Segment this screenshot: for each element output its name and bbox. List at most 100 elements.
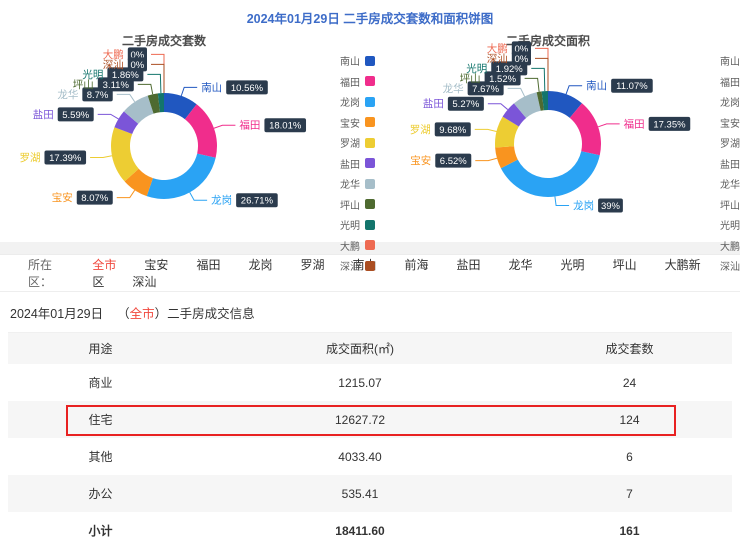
legend-item[interactable]: 光明: [318, 217, 375, 232]
pie-slice[interactable]: [548, 91, 582, 118]
pie-label-line: [565, 85, 583, 95]
paren-open: （: [117, 307, 130, 321]
table-header-row: 用途 成交面积(㎡) 成交套数: [8, 333, 732, 364]
filter-option[interactable]: 盐田: [456, 258, 481, 272]
legend-item[interactable]: 大鹏: [318, 238, 375, 253]
legend-item[interactable]: 龙岗: [318, 94, 375, 109]
pie-label-name: 福田: [239, 119, 260, 132]
pie-slice[interactable]: [146, 153, 216, 199]
legend-item[interactable]: 盐田: [318, 156, 375, 171]
pie-label-value-box: [76, 190, 113, 205]
filter-option[interactable]: 前海: [404, 258, 429, 272]
pie-slice[interactable]: [541, 91, 548, 111]
legend-swatch: [365, 219, 375, 230]
pie-label-line: [474, 128, 497, 133]
pie-label-line: [487, 103, 509, 110]
pie-label-name: 宝安: [410, 154, 431, 167]
pie-label-value: 1.52%: [489, 74, 516, 85]
legend-item[interactable]: 龙华: [318, 176, 375, 191]
pie-slice[interactable]: [495, 116, 519, 148]
pie-slice[interactable]: [569, 103, 601, 156]
pie-label-value: 1.86%: [112, 70, 139, 81]
filter-option[interactable]: 龙岗: [248, 258, 273, 272]
filter-option[interactable]: 罗湖: [300, 258, 325, 272]
pie-label-value: 7.67%: [472, 84, 499, 95]
legend-item[interactable]: 福田: [698, 74, 740, 89]
legend-item[interactable]: 南山: [318, 53, 375, 68]
legend-item[interactable]: 深汕: [698, 258, 740, 273]
legend-label: 福田: [720, 77, 740, 89]
filter-option[interactable]: 光明: [560, 258, 585, 272]
filter-option[interactable]: 大鹏新区: [92, 258, 701, 289]
legend-item[interactable]: 罗湖: [318, 135, 375, 150]
legend-label: 大鹏: [720, 241, 740, 253]
pie-slice[interactable]: [157, 93, 164, 113]
pie-label-line: [534, 47, 549, 92]
pie-slice[interactable]: [184, 104, 218, 158]
pie-label-value: 17.39%: [49, 153, 82, 164]
pie-slice[interactable]: [114, 111, 139, 135]
pie-slice[interactable]: [124, 168, 153, 197]
legend-item[interactable]: 龙岗: [698, 94, 740, 109]
pie-label-value-box: [57, 107, 94, 122]
pie-label-name: 罗湖: [19, 152, 40, 164]
legend-item[interactable]: 宝安: [698, 115, 740, 130]
district-filter-options: 全市宝安福田龙岗罗湖南山前海盐田龙华光明坪山大鹏新区深汕: [92, 256, 740, 290]
pie-slice[interactable]: [500, 151, 600, 198]
legend-item[interactable]: 深汕: [318, 258, 375, 273]
pie-label-value-box: [598, 198, 623, 213]
filter-option[interactable]: 坪山: [612, 258, 637, 272]
pie-slice[interactable]: [502, 103, 527, 127]
legend-label: 大鹏: [340, 241, 360, 253]
pie-label-value-box: [511, 51, 531, 66]
pie-label-name: 大鹏: [103, 48, 124, 61]
pie-slice[interactable]: [111, 127, 139, 182]
cell-use: 商业: [88, 376, 113, 390]
filter-option[interactable]: 全市: [92, 258, 117, 272]
legend-item[interactable]: 坪山: [318, 197, 375, 212]
legend-item[interactable]: 大鹏: [698, 238, 740, 253]
legend-label: 坪山: [340, 200, 360, 212]
legend-swatch: [365, 178, 375, 189]
pie-slice[interactable]: [147, 93, 161, 114]
legend-label: 龙华: [720, 180, 740, 191]
legend-label: 龙华: [340, 180, 360, 191]
pie-label-value: 0%: [515, 54, 529, 65]
filter-option[interactable]: 深汕: [132, 275, 157, 289]
cell-area: 12627.72: [334, 412, 386, 427]
legend-item[interactable]: 坪山: [698, 197, 740, 212]
legend-item[interactable]: 龙华: [698, 176, 740, 191]
filter-option[interactable]: 宝安: [144, 258, 169, 272]
table-row-commercial: 商业 1215.07 24: [8, 364, 732, 401]
legend-item[interactable]: 罗湖: [698, 135, 740, 150]
pie-label-name: 盐田: [33, 108, 54, 121]
pie-slice[interactable]: [495, 146, 518, 169]
pie-slice[interactable]: [123, 95, 154, 124]
legend-item[interactable]: 宝安: [318, 115, 375, 130]
pie-slice[interactable]: [536, 91, 544, 111]
paren-close: ）: [154, 307, 168, 321]
col-header-area: 成交面积(㎡): [326, 342, 394, 356]
filter-option[interactable]: 福田: [196, 258, 221, 272]
pie-slice[interactable]: [513, 92, 541, 118]
legend-label: 宝安: [720, 118, 740, 130]
cell-area: 1215.07: [338, 375, 382, 390]
pie-label-name: 龙岗: [211, 194, 232, 207]
cell-use: 小计: [88, 524, 113, 538]
legend-item[interactable]: 南山: [698, 53, 740, 68]
pie-label-value: 26.71%: [241, 196, 274, 207]
pie-label-name: 盐田: [423, 97, 444, 110]
pie-label-name: 光明: [466, 62, 487, 75]
pie-label-value-box: [264, 118, 307, 133]
legend-item[interactable]: 光明: [698, 217, 740, 232]
legend-item[interactable]: 福田: [318, 74, 375, 89]
chart-legend: 南山福田龙岗宝安罗湖盐田龙华坪山光明大鹏深汕: [318, 53, 375, 279]
charts-row: 二手房成交套数 南山 10.56% 福田 18.01% 龙岗 26.71% 宝安 8.07% 罗…: [0, 27, 740, 273]
pie-slice[interactable]: [164, 93, 197, 120]
pie-label-name: 光明: [82, 68, 103, 81]
pie-label-line: [531, 67, 546, 92]
legend-item[interactable]: 盐田: [698, 156, 740, 171]
filter-option[interactable]: 龙华: [508, 258, 533, 272]
section-region: 全市: [129, 307, 155, 321]
cell-use: 办公: [88, 487, 113, 501]
